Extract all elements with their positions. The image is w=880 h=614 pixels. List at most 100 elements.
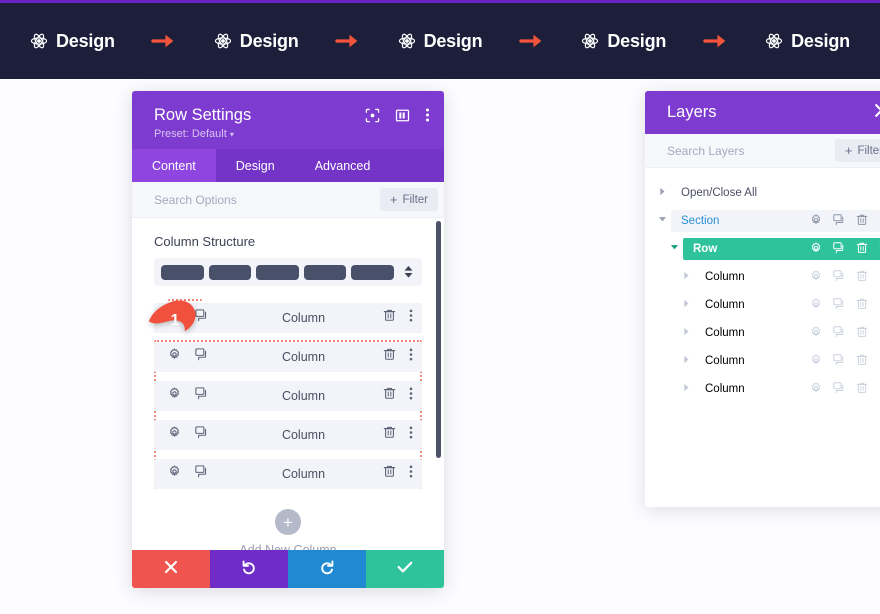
tree-twisty[interactable] [677, 355, 695, 367]
twisty-right-icon[interactable] [658, 187, 667, 199]
tree-twisty[interactable] [665, 243, 683, 255]
duplicate-icon[interactable] [195, 348, 208, 366]
more-vertical-icon[interactable] [409, 387, 413, 405]
duplicate-icon[interactable] [833, 213, 845, 229]
tree-twisty[interactable] [677, 299, 695, 311]
gear-icon[interactable] [168, 348, 181, 366]
trash-icon[interactable] [856, 270, 868, 285]
twisty-right-icon[interactable] [682, 271, 691, 283]
column-row[interactable]: Column [154, 342, 422, 372]
trash-icon[interactable] [856, 354, 868, 369]
add-new-column[interactable]: + Add New Column [154, 489, 422, 550]
more-vertical-icon[interactable] [409, 348, 413, 366]
gear-icon[interactable] [810, 381, 822, 397]
gear-icon[interactable] [168, 426, 181, 444]
undo-button[interactable] [210, 550, 288, 588]
trash-icon[interactable] [856, 214, 868, 229]
tab-advanced[interactable]: Advanced [314, 158, 371, 173]
layers-search-input[interactable] [667, 143, 827, 158]
more-vertical-icon[interactable] [409, 426, 413, 444]
column-row[interactable]: Column [154, 420, 422, 450]
twisty-right-icon[interactable] [682, 383, 691, 395]
tree-row-body[interactable]: Column [695, 378, 880, 400]
save-button[interactable] [366, 550, 444, 588]
gear-icon[interactable] [810, 353, 822, 369]
tree-twisty[interactable] [653, 187, 671, 199]
tree-row-body[interactable]: Open/Close All [671, 182, 880, 204]
trash-icon[interactable] [383, 465, 396, 483]
plus-icon[interactable]: + [275, 509, 301, 535]
close-icon[interactable] [874, 103, 880, 123]
duplicate-icon[interactable] [833, 325, 845, 341]
layer-tree-item-column[interactable]: Column [653, 350, 880, 372]
tree-row-body[interactable]: Row [683, 238, 880, 260]
tree-twisty[interactable] [677, 383, 695, 395]
tree-twisty[interactable] [677, 271, 695, 283]
tree-row-body[interactable]: Column [695, 322, 880, 344]
tree-row-body[interactable]: Section [671, 210, 880, 232]
layer-tree-item-section[interactable]: Section [653, 210, 880, 232]
trash-icon[interactable] [856, 382, 868, 397]
preset-selector[interactable]: Preset: Default ▾ [154, 128, 428, 140]
layer-tree-item-column[interactable]: Column [653, 266, 880, 288]
layer-tree-item-column[interactable]: Column [653, 322, 880, 344]
more-vertical-icon[interactable] [409, 465, 413, 483]
twisty-down-icon[interactable] [670, 243, 679, 255]
duplicate-icon[interactable] [195, 426, 208, 444]
search-input[interactable] [154, 192, 372, 207]
trash-icon[interactable] [856, 298, 868, 313]
duplicate-icon[interactable] [833, 241, 845, 257]
tree-twisty[interactable] [677, 327, 695, 339]
layer-tree-item-row[interactable]: Row [653, 238, 880, 260]
gear-icon[interactable] [810, 297, 822, 313]
trash-icon[interactable] [856, 326, 868, 341]
filter-button[interactable]: + Filter [379, 188, 438, 211]
duplicate-icon[interactable] [833, 297, 845, 313]
trash-icon[interactable] [856, 242, 868, 257]
trash-icon[interactable] [383, 387, 396, 405]
tree-row-body[interactable]: Column [695, 266, 880, 288]
layer-tree-item-column[interactable]: Column [653, 378, 880, 400]
column-structure-selector[interactable] [154, 258, 422, 286]
duplicate-icon[interactable] [195, 465, 208, 483]
add-new-column-label: Add New Column [239, 543, 337, 550]
layer-tree-item-open-close-all[interactable]: Open/Close All [653, 182, 880, 204]
duplicate-icon[interactable] [195, 387, 208, 405]
trash-icon[interactable] [383, 309, 396, 327]
gear-icon[interactable] [810, 241, 822, 257]
tree-item-label: Column [705, 355, 745, 367]
tab-content[interactable]: Content [132, 149, 216, 182]
tree-row-body[interactable]: Column [695, 294, 880, 316]
tab-design[interactable]: Design [235, 158, 275, 173]
more-vertical-icon[interactable] [425, 107, 430, 123]
twisty-right-icon[interactable] [682, 327, 691, 339]
gear-icon[interactable] [810, 325, 822, 341]
redo-button[interactable] [288, 550, 366, 588]
layers-filter-button[interactable]: + Filter [834, 139, 880, 162]
twisty-down-icon[interactable] [658, 215, 667, 227]
gear-icon[interactable] [168, 465, 181, 483]
trash-icon[interactable] [383, 348, 396, 366]
focus-target-icon[interactable] [365, 108, 380, 123]
tree-twisty[interactable] [653, 215, 671, 227]
tree-row-body[interactable]: Column [695, 350, 880, 372]
twisty-right-icon[interactable] [682, 299, 691, 311]
column-row[interactable]: Column [154, 381, 422, 411]
layer-tree-item-column[interactable]: Column [653, 294, 880, 316]
duplicate-icon[interactable] [195, 309, 208, 327]
column-row[interactable]: Column 1 [148, 300, 422, 333]
structure-stepper-icon[interactable] [402, 266, 415, 278]
duplicate-icon[interactable] [833, 381, 845, 397]
duplicate-icon[interactable] [833, 353, 845, 369]
settings-scrollbar[interactable] [436, 221, 441, 458]
column-row[interactable]: Column [154, 459, 422, 489]
trash-icon[interactable] [383, 426, 396, 444]
layout-split-icon[interactable] [395, 108, 410, 123]
twisty-right-icon[interactable] [682, 355, 691, 367]
cancel-button[interactable] [132, 550, 210, 588]
more-vertical-icon[interactable] [409, 309, 413, 327]
gear-icon[interactable] [810, 213, 822, 229]
duplicate-icon[interactable] [833, 269, 845, 285]
gear-icon[interactable] [168, 387, 181, 405]
gear-icon[interactable] [810, 269, 822, 285]
